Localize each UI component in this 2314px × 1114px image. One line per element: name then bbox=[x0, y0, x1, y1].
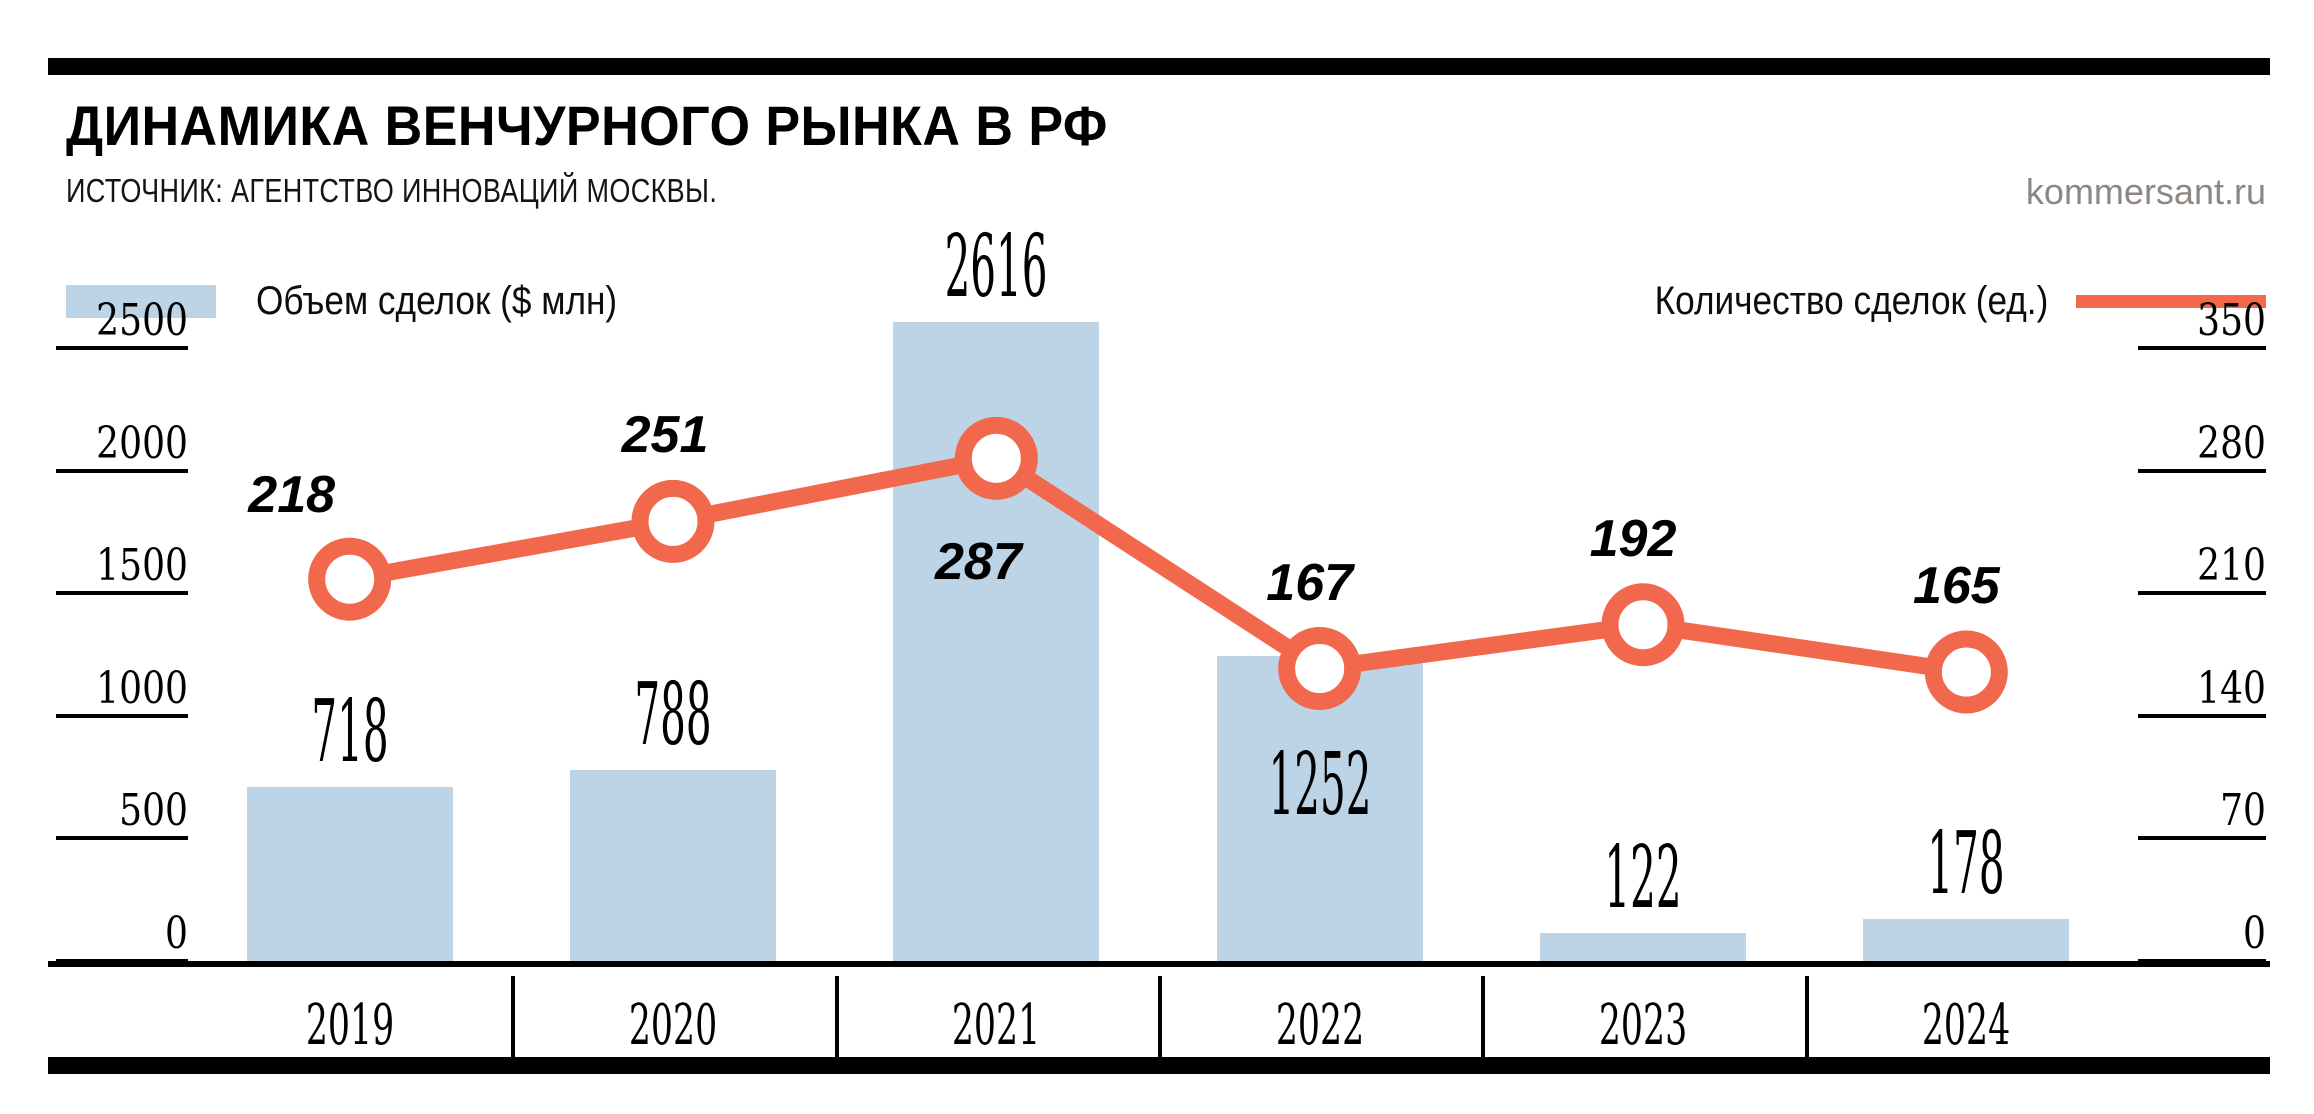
source-subtitle: ИСТОЧНИК: АГЕНТСТВО ИННОВАЦИЙ МОСКВЫ. bbox=[66, 172, 718, 209]
bar-value-text: 718 bbox=[311, 681, 389, 782]
legend-line-swatch bbox=[2076, 294, 2266, 308]
legend-line-label: Количество сделок (ед.) bbox=[1654, 279, 2048, 323]
x-axis-label-2022: 2022 bbox=[1248, 996, 1391, 1056]
x-axis-divider bbox=[1804, 976, 1809, 1060]
y-tick-rule bbox=[2138, 836, 2266, 841]
bar-value-text: 2616 bbox=[944, 216, 1048, 317]
legend-bars-label: Объем сделок ($ млн) bbox=[256, 279, 618, 323]
line-value-label-2019: 218 bbox=[248, 466, 336, 525]
y-tick-label: 2500 bbox=[96, 295, 188, 346]
y-tick-label: 140 bbox=[2197, 662, 2266, 714]
x-axis-label-text: 2024 bbox=[1922, 993, 2011, 1058]
x-axis-label-2019: 2019 bbox=[278, 996, 421, 1056]
bar-2024 bbox=[1863, 919, 2070, 963]
x-axis-label-2021: 2021 bbox=[925, 996, 1068, 1056]
y-tick-label: 2000 bbox=[96, 417, 188, 469]
x-axis-label-text: 2019 bbox=[305, 993, 394, 1058]
x-axis-label-2020: 2020 bbox=[602, 996, 745, 1056]
y-tick-label: 210 bbox=[2197, 540, 2266, 592]
x-axis-divider bbox=[1481, 976, 1486, 1060]
bar-value-label-2023: 122 bbox=[1561, 835, 1725, 921]
bottom-rule bbox=[48, 1057, 2270, 1074]
legend-line: Количество сделок (ед.) bbox=[1601, 275, 2266, 327]
y-tick-right-70: 70 bbox=[2138, 785, 2266, 841]
y-tick-label: 350 bbox=[2197, 295, 2266, 346]
y-tick-rule bbox=[56, 713, 188, 718]
line-marker-2022 bbox=[1278, 627, 1362, 711]
y-tick-label: 70 bbox=[2220, 785, 2266, 837]
x-axis-line bbox=[48, 961, 2270, 967]
legend-bars: Объем сделок ($ млн) bbox=[66, 275, 666, 327]
x-axis-label-2024: 2024 bbox=[1895, 996, 2038, 1056]
bar-2023 bbox=[1540, 933, 1746, 963]
y-tick-rule bbox=[2138, 591, 2266, 596]
line-value-label-2023: 192 bbox=[1589, 509, 1677, 568]
y-tick-label: 1500 bbox=[96, 540, 188, 592]
x-axis-divider bbox=[511, 976, 516, 1060]
page-title: ДИНАМИКА ВЕНЧУРНОГО РЫНКА В РФ bbox=[66, 94, 1108, 157]
x-axis-label-text: 2023 bbox=[1598, 993, 1688, 1058]
y-tick-label: 1000 bbox=[96, 662, 188, 714]
legend-bar-swatch bbox=[66, 284, 216, 318]
y-tick-left-500: 500 bbox=[56, 785, 188, 841]
watermark-kommersant: kommersant.ru bbox=[2025, 171, 2266, 212]
x-axis-divider bbox=[834, 976, 839, 1060]
line-value-label-2020: 251 bbox=[621, 406, 709, 465]
line-marker-2019 bbox=[308, 537, 392, 621]
bar-value-label-2020: 788 bbox=[591, 672, 755, 758]
y-tick-label: 280 bbox=[2197, 417, 2266, 469]
y-tick-rule bbox=[2138, 713, 2266, 718]
y-tick-label: 500 bbox=[119, 785, 188, 837]
y-tick-rule bbox=[56, 591, 188, 596]
y-tick-right-280: 280 bbox=[2138, 417, 2266, 473]
bar-2020 bbox=[570, 769, 776, 963]
line-marker-2024 bbox=[1924, 630, 2008, 714]
y-tick-rule bbox=[2138, 346, 2266, 350]
x-axis-label-text: 2020 bbox=[628, 993, 718, 1058]
y-tick-right-350: 350 bbox=[2138, 298, 2266, 350]
bar-value-label-2021: 2616 bbox=[887, 224, 1106, 310]
y-tick-left-2000: 2000 bbox=[56, 417, 188, 473]
y-tick-rule bbox=[56, 836, 188, 841]
bar-value-label-2022: 1252 bbox=[1210, 742, 1429, 828]
y-tick-rule bbox=[2138, 468, 2266, 473]
bar-value-text: 122 bbox=[1604, 828, 1682, 929]
bar-value-label-2019: 718 bbox=[268, 689, 432, 775]
y-tick-label: 0 bbox=[2243, 908, 2266, 959]
y-tick-right-210: 210 bbox=[2138, 540, 2266, 596]
top-rule bbox=[48, 58, 2270, 75]
bar-value-text: 178 bbox=[1927, 814, 2005, 915]
line-value-label-2024: 165 bbox=[1912, 557, 2000, 615]
x-axis-label-text: 2021 bbox=[952, 993, 1041, 1058]
x-axis-label-2023: 2023 bbox=[1572, 996, 1715, 1056]
x-axis-divider bbox=[1158, 976, 1162, 1060]
bar-2019 bbox=[246, 786, 453, 963]
bar-value-text: 788 bbox=[634, 664, 712, 765]
bar-value-text: 1252 bbox=[1268, 735, 1372, 835]
x-axis-label-text: 2022 bbox=[1275, 993, 1364, 1058]
y-tick-label: 0 bbox=[165, 908, 188, 959]
y-tick-rule bbox=[56, 468, 188, 473]
y-tick-rule bbox=[56, 346, 188, 350]
line-marker-2023 bbox=[1601, 583, 1685, 667]
y-tick-right-140: 140 bbox=[2138, 662, 2266, 718]
line-marker-2020 bbox=[631, 479, 715, 563]
y-tick-left-1000: 1000 bbox=[56, 662, 188, 718]
y-tick-left-2500: 2500 bbox=[56, 298, 188, 350]
y-tick-left-1500: 1500 bbox=[56, 540, 188, 596]
line-value-label-2022: 167 bbox=[1266, 553, 1354, 612]
bar-value-label-2024: 178 bbox=[1884, 821, 2048, 907]
line-value-label-2021: 287 bbox=[934, 533, 1022, 592]
line-path bbox=[341, 449, 1975, 681]
line-marker-2021 bbox=[954, 416, 1038, 500]
